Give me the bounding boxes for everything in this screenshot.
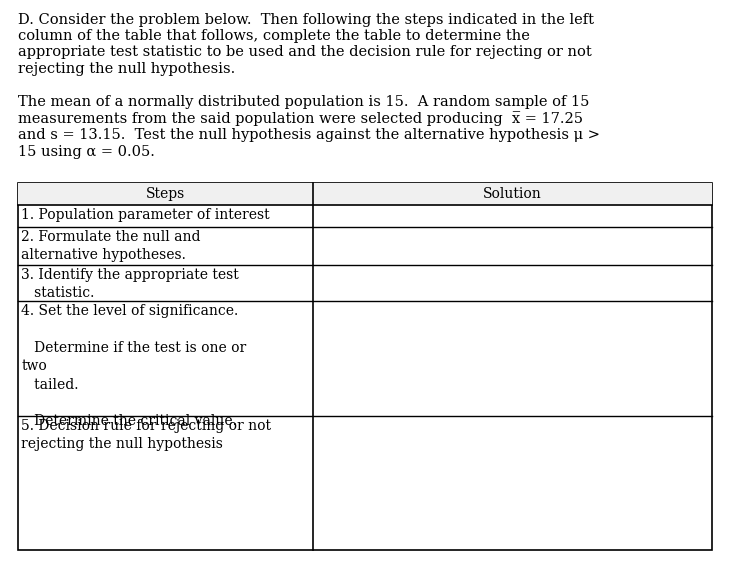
Text: 5. Decision rule for rejecting or not
rejecting the null hypothesis: 5. Decision rule for rejecting or not re… (22, 419, 271, 452)
Bar (18, 183, 713, 550)
Text: Steps: Steps (146, 187, 185, 201)
Text: 1. Population parameter of interest: 1. Population parameter of interest (22, 208, 270, 222)
Text: The mean of a normally distributed population is 15.  A random sample of 15
meas: The mean of a normally distributed popul… (18, 95, 600, 158)
Text: 3. Identify the appropriate test
   statistic.: 3. Identify the appropriate test statist… (22, 268, 239, 300)
Text: Solution: Solution (483, 187, 542, 201)
Text: 2. Formulate the null and
alternative hypotheses.: 2. Formulate the null and alternative hy… (22, 230, 201, 262)
Bar (18, 183, 713, 205)
Text: D. Consider the problem below.  Then following the steps indicated in the left
c: D. Consider the problem below. Then foll… (18, 13, 594, 76)
Text: 4. Set the level of significance.

   Determine if the test is one or
two
   tai: 4. Set the level of significance. Determ… (22, 304, 247, 428)
